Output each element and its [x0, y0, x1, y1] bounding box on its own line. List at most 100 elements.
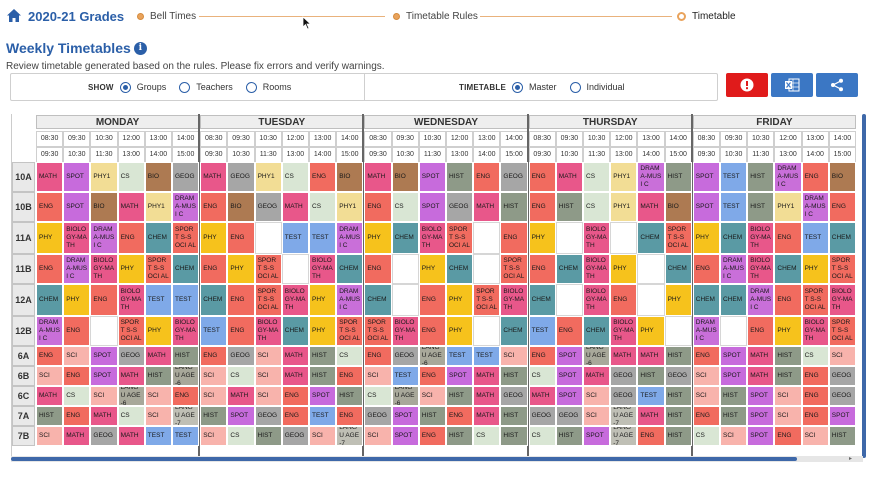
lesson-cell[interactable]: ENG — [336, 366, 364, 386]
lesson-cell[interactable]: SPORT S-SOCI AL — [172, 222, 200, 254]
lesson-cell[interactable]: PHY — [117, 254, 145, 284]
lesson-cell[interactable]: BIOLO GY-MA TH — [418, 222, 446, 254]
lesson-cell[interactable]: CHEM — [528, 284, 556, 316]
lesson-cell[interactable]: ENG — [528, 192, 556, 222]
lesson-cell[interactable] — [90, 316, 118, 346]
lesson-cell[interactable] — [473, 222, 501, 254]
lesson-cell[interactable]: SPOT — [309, 386, 337, 406]
lesson-cell[interactable]: TEST — [637, 386, 665, 406]
home-icon[interactable] — [6, 8, 22, 24]
lesson-cell[interactable]: ENG — [418, 316, 446, 346]
lesson-cell[interactable]: HIST — [720, 386, 748, 406]
lesson-cell[interactable]: BIOLO GY-MA TH — [391, 316, 419, 346]
lesson-cell[interactable]: TEST — [720, 162, 748, 192]
lesson-cell[interactable]: ENG — [747, 316, 775, 346]
step-timetable[interactable]: Timetable — [677, 11, 736, 22]
lesson-cell[interactable]: GEOG — [391, 346, 419, 366]
lesson-cell[interactable]: MATH — [747, 366, 775, 386]
lesson-cell[interactable]: ENG — [473, 162, 501, 192]
lesson-cell[interactable]: BIO — [391, 162, 419, 192]
lesson-cell[interactable]: ENG — [227, 222, 255, 254]
lesson-cell[interactable]: ENG — [774, 426, 802, 446]
lesson-cell[interactable]: BIOLO GY-MA TH — [172, 316, 200, 346]
lesson-cell[interactable]: ENG — [418, 426, 446, 446]
lesson-cell[interactable]: HIST — [446, 386, 474, 406]
lesson-cell[interactable]: CS — [473, 426, 501, 446]
lesson-cell[interactable]: GEOG — [610, 386, 638, 406]
lesson-cell[interactable]: ENG — [36, 254, 64, 284]
lesson-cell[interactable]: BIOLO GY-MA TH — [747, 254, 775, 284]
lesson-cell[interactable]: SCI — [828, 346, 856, 366]
lesson-cell[interactable]: SPOT — [90, 346, 118, 366]
lesson-cell[interactable]: LANGU AGE-7 — [610, 406, 638, 426]
lesson-cell[interactable]: HIST — [664, 406, 692, 426]
lesson-cell[interactable]: SPOT — [63, 162, 91, 192]
lesson-cell[interactable]: MATH — [637, 192, 665, 222]
lesson-cell[interactable]: PHY — [36, 222, 64, 254]
lesson-cell[interactable]: SPORT S-SOCI AL — [254, 284, 282, 316]
lesson-cell[interactable]: SPOT — [747, 426, 775, 446]
lesson-cell[interactable]: MATH — [117, 426, 145, 446]
lesson-cell[interactable]: CHEM — [200, 284, 228, 316]
lesson-cell[interactable]: SCI — [418, 386, 446, 406]
lesson-cell[interactable]: SPOT — [391, 406, 419, 426]
lesson-cell[interactable]: ENG — [418, 366, 446, 386]
lesson-cell[interactable]: HIST — [36, 406, 64, 426]
lesson-cell[interactable]: BIOLO GY-MA TH — [610, 316, 638, 346]
lesson-cell[interactable]: BIOLO GY-MA TH — [90, 254, 118, 284]
lesson-cell[interactable]: ENG — [63, 316, 91, 346]
lesson-cell[interactable]: MATH — [610, 346, 638, 366]
lesson-cell[interactable]: ENG — [637, 426, 665, 446]
lesson-cell[interactable]: ENG — [281, 406, 309, 426]
lesson-cell[interactable]: DRAM A-MUSI C — [774, 162, 802, 192]
lesson-cell[interactable]: PHY — [309, 284, 337, 316]
lesson-cell[interactable]: ENG — [446, 406, 474, 426]
lesson-cell[interactable]: BIO — [828, 162, 856, 192]
info-icon[interactable]: i — [133, 41, 147, 55]
lesson-cell[interactable]: SPOT — [90, 366, 118, 386]
lesson-cell[interactable]: MATH — [117, 366, 145, 386]
group-row-label[interactable]: 10A — [12, 162, 35, 192]
lesson-cell[interactable]: ENG — [610, 284, 638, 316]
lesson-cell[interactable]: SCI — [90, 386, 118, 406]
lesson-cell[interactable]: SPOT — [555, 366, 583, 386]
lesson-cell[interactable]: CHEM — [692, 284, 720, 316]
lesson-cell[interactable]: BIOLO GY-MA TH — [254, 316, 282, 346]
lesson-cell[interactable]: MATH — [473, 366, 501, 386]
lesson-cell[interactable] — [281, 254, 309, 284]
lesson-cell[interactable]: PHY1 — [610, 192, 638, 222]
lesson-cell[interactable] — [720, 316, 748, 346]
lesson-cell[interactable] — [555, 222, 583, 254]
group-row-label[interactable]: 7B — [12, 426, 35, 446]
lesson-cell[interactable]: GEOG — [254, 192, 282, 222]
lesson-cell[interactable]: GEOG — [281, 426, 309, 446]
lesson-cell[interactable]: SPORT S-SOCI AL — [254, 254, 282, 284]
lesson-cell[interactable]: ENG — [117, 222, 145, 254]
lesson-cell[interactable]: MATH — [36, 162, 64, 192]
lesson-cell[interactable]: ENG — [200, 346, 228, 366]
lesson-cell[interactable]: CS — [583, 192, 611, 222]
lesson-cell[interactable]: CHEM — [172, 254, 200, 284]
lesson-cell[interactable]: TEST — [172, 284, 200, 316]
lesson-cell[interactable] — [637, 284, 665, 316]
lesson-cell[interactable]: SCI — [200, 426, 228, 446]
lesson-cell[interactable]: TEST — [528, 316, 556, 346]
lesson-cell[interactable]: ENG — [801, 162, 829, 192]
lesson-cell[interactable]: GEOG — [828, 386, 856, 406]
lesson-cell[interactable]: BIOLO GY-MA TH — [309, 254, 337, 284]
lesson-cell[interactable]: CHEM — [720, 222, 748, 254]
lesson-cell[interactable]: CHEM — [774, 254, 802, 284]
lesson-cell[interactable]: HIST — [555, 192, 583, 222]
lesson-cell[interactable]: PHY — [664, 284, 692, 316]
lesson-cell[interactable]: HIST — [144, 366, 172, 386]
lesson-cell[interactable]: MATH — [555, 162, 583, 192]
group-row-label[interactable]: 12A — [12, 284, 35, 316]
horizontal-scrollbar-thumb[interactable] — [11, 457, 797, 461]
lesson-cell[interactable]: SCI — [254, 386, 282, 406]
lesson-cell[interactable]: SCI — [309, 426, 337, 446]
lesson-cell[interactable]: TEST — [309, 406, 337, 426]
lesson-cell[interactable]: ENG — [801, 366, 829, 386]
radio-rooms[interactable]: Rooms — [245, 81, 291, 93]
lesson-cell[interactable]: SPOT — [720, 366, 748, 386]
lesson-cell[interactable]: SPOT — [692, 162, 720, 192]
